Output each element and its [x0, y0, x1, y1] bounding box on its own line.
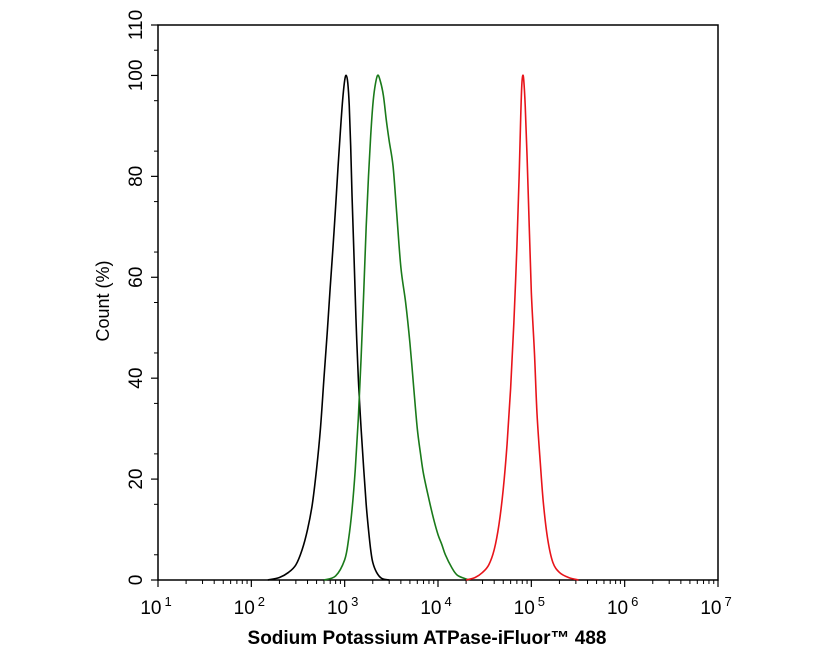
series-line [267, 74, 390, 581]
x-axis-title: Sodium Potassium ATPase-iFluor™ 488 [248, 628, 607, 649]
y-tick-label: 0 [126, 575, 147, 586]
y-tick-label: 20 [126, 469, 147, 490]
x-tick-label: 10 3 [327, 594, 358, 619]
x-tick-label: 10 6 [607, 594, 638, 619]
y-axis-ticks: 0 20 40 60 80 100 110 [126, 10, 158, 585]
plot-frame [157, 24, 719, 581]
series-line [465, 74, 579, 581]
x-tick-label: 10 2 [234, 594, 265, 619]
y-axis-title: Count (%) [93, 260, 113, 341]
y-tick-label: 60 [126, 267, 147, 288]
y-tick-label: 80 [126, 166, 147, 187]
y-tick-label: 100 [126, 60, 147, 92]
x-tick-label: 10 4 [420, 594, 451, 619]
y-tick-label: 110 [126, 10, 147, 40]
x-tick-label: 10 1 [140, 594, 171, 619]
series-line [323, 74, 471, 581]
series-layer [267, 74, 579, 581]
y-tick-label: 40 [126, 368, 147, 389]
x-axis-ticks: 10 1 10 2 10 3 10 4 10 5 10 6 10 7 [140, 580, 732, 619]
x-tick-label: 10 5 [514, 594, 545, 619]
x-tick-label: 10 7 [700, 594, 731, 619]
